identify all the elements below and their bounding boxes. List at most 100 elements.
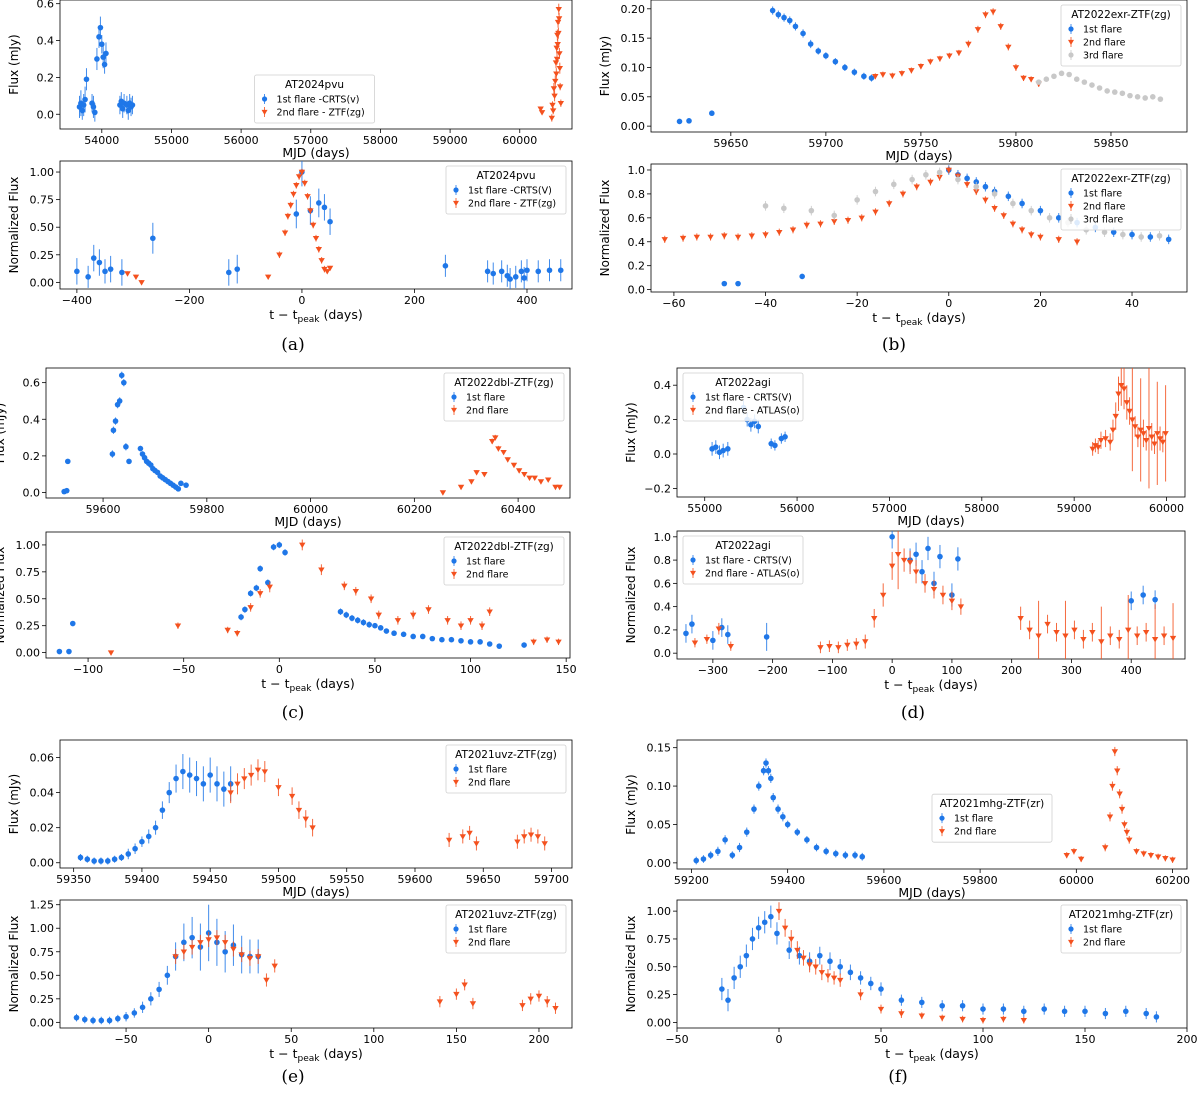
legend: AT2022agi 1st flare - CRTS(V) 2nd flare - …	[682, 372, 804, 422]
data-point	[66, 648, 72, 655]
x-tick-label: 59800	[998, 137, 1033, 150]
y-tick-label: 0.0	[654, 448, 672, 461]
data-point-triangle	[959, 1016, 966, 1023]
axes-frame	[676, 530, 1186, 660]
x-axis-label: t − tpeak (days)	[885, 1046, 978, 1064]
data-point-triangle	[789, 227, 797, 233]
x-axis-label-unit: (days)	[319, 1046, 362, 1061]
data-point-triangle	[549, 108, 557, 114]
data-point	[768, 775, 774, 782]
y-tick-label: 0.50	[30, 221, 55, 234]
y-tick-label: 0.15	[647, 742, 672, 755]
data-point-triangle	[806, 962, 813, 968]
data-point-triangle	[315, 247, 323, 253]
legend-entry: 2nd flare - ATLAS(o)	[705, 569, 800, 580]
data-point	[707, 852, 714, 858]
data-point-triangle	[1134, 434, 1142, 440]
x-tick-label: 59750	[903, 137, 938, 150]
plot-area	[74, 161, 564, 289]
y-axis-label: Flux (mJy)	[624, 402, 638, 462]
legend-entry: 2nd flare	[954, 827, 997, 838]
legend-title: AT2022dbl-ZTF(zg)	[454, 377, 554, 389]
y-tick-label: 0.2	[23, 450, 41, 463]
data-point	[512, 274, 519, 280]
data-point-triangle	[537, 106, 544, 112]
x-tick-label: 56000	[780, 502, 815, 515]
data-point-triangle	[527, 996, 534, 1003]
y-axis-label: Flux (mJy)	[7, 34, 21, 94]
legend-entry: 1st flare	[954, 814, 993, 825]
data-point-triangle	[545, 477, 552, 483]
data-point	[145, 833, 152, 840]
data-point-triangle	[973, 189, 980, 195]
x-tick-label: 0	[776, 1033, 783, 1046]
data-point	[1120, 231, 1126, 238]
data-point	[109, 451, 116, 457]
x-axis-label-main: t − t	[872, 310, 900, 325]
data-point-triangle	[939, 1015, 946, 1022]
legend-entry: 2nd flare	[466, 406, 509, 417]
x-tick-label: 0	[276, 663, 283, 676]
data-point-triangle	[1154, 854, 1162, 860]
data-point-triangle	[1073, 239, 1081, 245]
data-point-triangle	[554, 19, 562, 26]
data-point-triangle	[469, 1001, 477, 1007]
data-point-triangle	[299, 542, 306, 549]
legend-box	[1060, 904, 1182, 954]
data-point-triangle	[276, 252, 283, 258]
legend-entry: 1st flare	[1083, 189, 1122, 200]
data-point-triangle	[1027, 76, 1035, 83]
x-axis-label-subscript: peak	[298, 315, 321, 325]
data-point	[1147, 234, 1154, 240]
data-point-triangle	[552, 78, 559, 85]
data-point	[166, 789, 173, 796]
data-point	[1037, 207, 1044, 214]
data-point	[439, 636, 445, 643]
data-point	[700, 856, 707, 862]
legend-title: AT2022dbl-ZTF(zg)	[454, 541, 554, 553]
data-point-triangle	[1000, 1016, 1007, 1023]
y-tick-label: 0.05	[647, 818, 672, 831]
legend: AT2022dbl-ZTF(zg) 1st flare 2nd flare	[443, 372, 565, 422]
panel-e-top: 59350 59400 59450 59500 59550 59600 59650 59700…	[7, 739, 573, 899]
x-tick-label: 59650	[713, 137, 748, 150]
data-point-triangle	[661, 237, 668, 243]
data-point-triangle	[531, 475, 538, 482]
x-tick-label: 57000	[872, 502, 907, 515]
data-point	[913, 551, 919, 558]
data-point	[119, 105, 126, 112]
data-point-triangle	[899, 191, 907, 198]
x-tick-label: 0	[945, 297, 952, 310]
data-point-triangle	[307, 208, 314, 214]
data-point-triangle	[906, 560, 914, 566]
y-tick-label: 0.00	[16, 647, 41, 660]
data-point-triangle	[256, 591, 264, 597]
data-point-triangle	[309, 825, 316, 831]
data-point	[919, 568, 925, 575]
data-point	[467, 639, 474, 645]
data-point-triangle	[341, 583, 348, 590]
data-point-triangle	[514, 839, 521, 845]
data-point	[265, 579, 271, 586]
data-point-triangle	[748, 233, 755, 239]
data-point	[103, 50, 109, 57]
legend-box	[931, 793, 1053, 843]
x-tick-label: 59800	[963, 874, 998, 887]
data-point-triangle	[693, 234, 701, 241]
data-point-triangle	[898, 1011, 905, 1017]
y-tick-label: 1.25	[30, 899, 55, 912]
data-point	[775, 806, 781, 812]
y-tick-label: 0.10	[647, 780, 672, 793]
data-point	[710, 637, 716, 644]
subfigure-caption: (a)	[281, 335, 304, 355]
data-point	[980, 1006, 986, 1012]
data-point	[676, 118, 683, 125]
x-tick-label: −50	[665, 1033, 688, 1046]
x-axis-label-subscript: peak	[298, 1054, 321, 1064]
data-point-triangle	[1012, 65, 1020, 71]
data-point-triangle	[1077, 856, 1085, 863]
x-axis-label: MJD (days)	[897, 513, 964, 528]
plot-area	[719, 902, 1160, 1024]
x-tick-label: 60200	[397, 503, 432, 516]
x-tick-label: 59850	[1093, 137, 1128, 150]
